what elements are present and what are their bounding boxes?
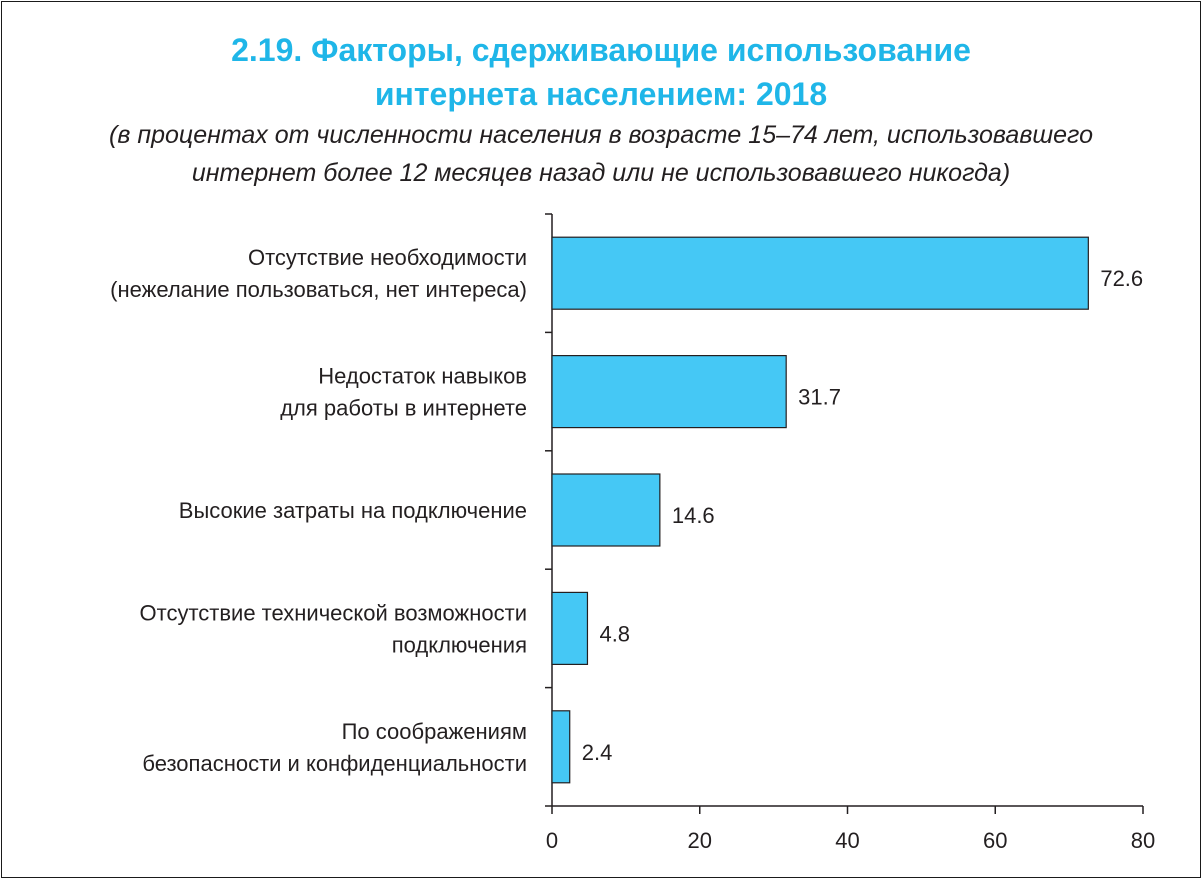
x-tick-label: 20 bbox=[688, 828, 712, 853]
category-label: По соображениям bbox=[342, 719, 527, 744]
x-tick-label: 60 bbox=[983, 828, 1007, 853]
data-label: 14.6 bbox=[672, 503, 715, 528]
category-label: Отсутствие необходимости bbox=[248, 245, 527, 270]
chart-subtitle-line-1: (в процентах от численности населения в … bbox=[109, 121, 1093, 149]
category-label: безопасности и конфиденциальности bbox=[142, 751, 527, 776]
bar bbox=[551, 473, 661, 547]
category-label: подключения bbox=[392, 632, 527, 657]
chart-subtitle: (в процентах от численности населения в … bbox=[0, 116, 1202, 192]
x-tick-label: 80 bbox=[1131, 828, 1155, 853]
data-label: 31.7 bbox=[798, 385, 841, 410]
bar bbox=[551, 591, 589, 666]
chart-title-line-2: интернета населением: 2018 bbox=[374, 76, 828, 112]
data-label: 4.8 bbox=[599, 621, 630, 646]
category-label: Высокие затраты на подключение bbox=[179, 498, 527, 523]
chart-title-line-1: 2.19. Факторы, сдерживающие использовани… bbox=[231, 32, 971, 68]
bar bbox=[551, 355, 787, 429]
data-label: 2.4 bbox=[582, 740, 613, 765]
data-label: 72.6 bbox=[1100, 266, 1143, 291]
category-label: (нежелание пользоваться, нет интереса) bbox=[110, 277, 527, 302]
bar bbox=[551, 710, 571, 784]
bar bbox=[551, 236, 1089, 310]
x-tick-label: 0 bbox=[546, 828, 558, 853]
category-label: для работы в интернете bbox=[280, 396, 527, 421]
chart-subtitle-line-2: интернет более 12 месяцев назад или не и… bbox=[191, 159, 1011, 187]
x-tick-label: 40 bbox=[835, 828, 859, 853]
chart-title: 2.19. Факторы, сдерживающие использовани… bbox=[0, 28, 1202, 116]
category-label: Отсутствие технической возможности bbox=[140, 600, 528, 625]
category-label: Недостаток навыков bbox=[318, 364, 527, 389]
